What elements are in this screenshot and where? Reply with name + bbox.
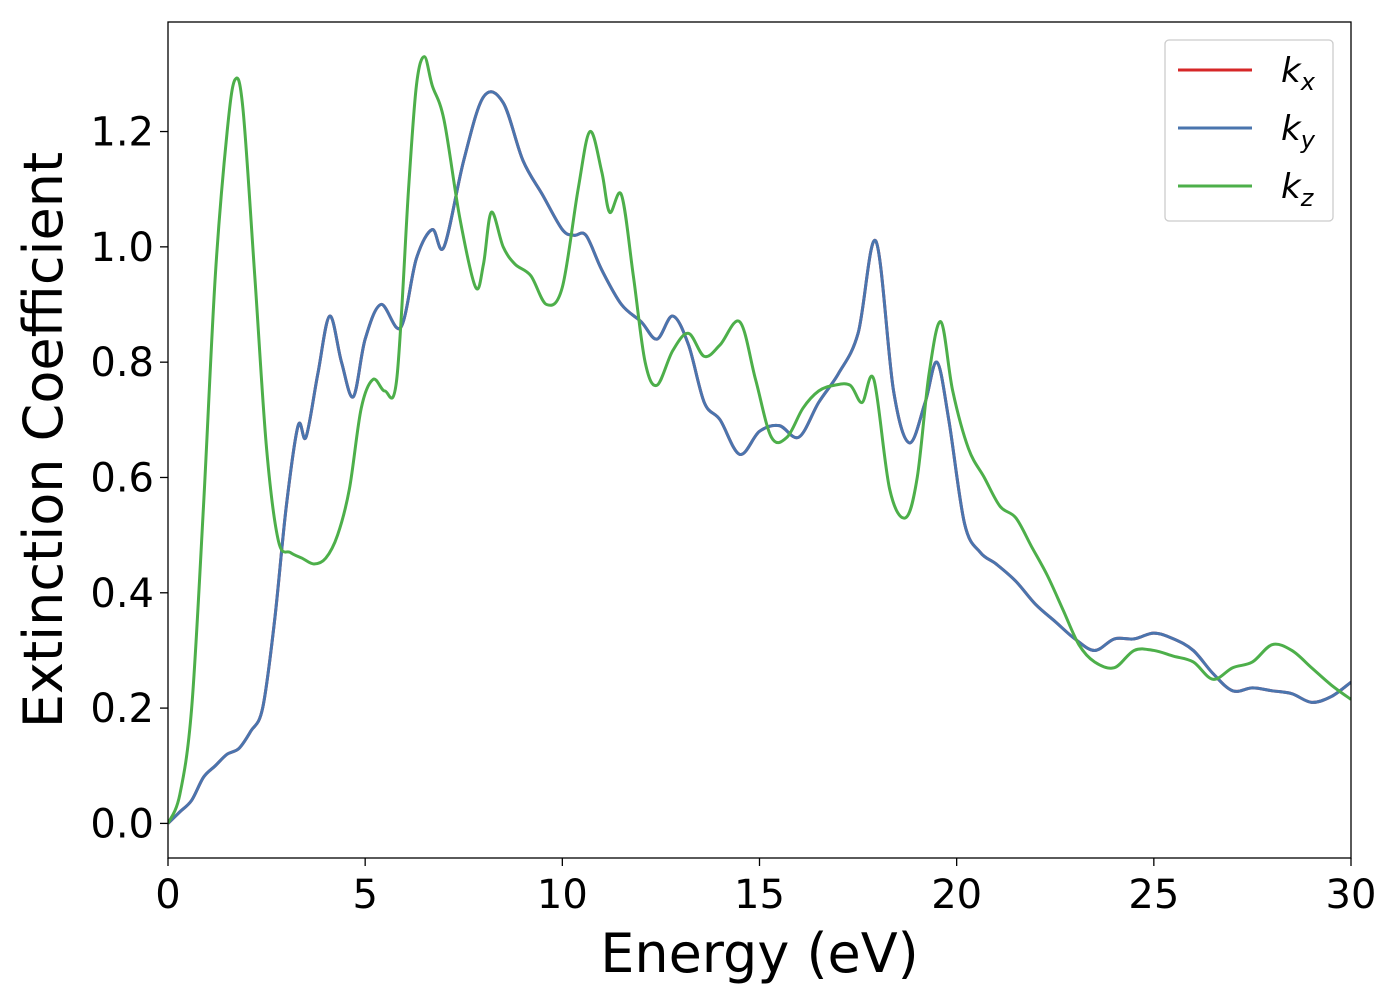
x-tick-label: 15: [734, 872, 785, 918]
x-tick-label: 20: [931, 872, 982, 918]
x-axis-label: Energy (eV): [600, 922, 919, 985]
legend-entry-main: k: [1281, 109, 1302, 149]
legend-entry-main: k: [1281, 51, 1302, 91]
x-tick-label: 10: [537, 872, 588, 918]
y-tick-label: 1.0: [90, 225, 154, 271]
legend-entry-x: kx: [1281, 51, 1316, 96]
series-line-y: [168, 90, 1351, 825]
legend-entry-y: ky: [1281, 109, 1316, 154]
legend-entry-main: k: [1281, 167, 1302, 207]
legend-entry-subscript: y: [1300, 126, 1316, 154]
y-tick-label: 0.0: [90, 801, 154, 847]
series-line-z: [168, 55, 1351, 825]
y-tick-label: 0.6: [90, 455, 154, 501]
y-tick-label: 1.2: [90, 110, 154, 156]
y-tick-label: 0.4: [90, 571, 154, 617]
y-tick-label: 0.2: [90, 686, 154, 732]
legend-entry-subscript: x: [1300, 68, 1316, 96]
x-tick-label: 0: [155, 872, 180, 918]
axis-ticks: 0 5 10 15 20 25 30 0.0 0.2 0.4 0.6 0.8 1.0 1.2: [90, 110, 1376, 918]
legend-entry-subscript: z: [1300, 184, 1315, 212]
x-tick-label: 5: [352, 872, 377, 918]
legend-entry-z: kz: [1281, 167, 1315, 212]
y-tick-label: 0.8: [90, 340, 154, 386]
y-axis-label: Extinction Coefficient: [12, 152, 75, 728]
x-tick-label: 25: [1128, 872, 1179, 918]
legend-box: [1164, 39, 1334, 222]
x-tick-label: 30: [1326, 872, 1377, 918]
series-lines: [168, 55, 1351, 825]
